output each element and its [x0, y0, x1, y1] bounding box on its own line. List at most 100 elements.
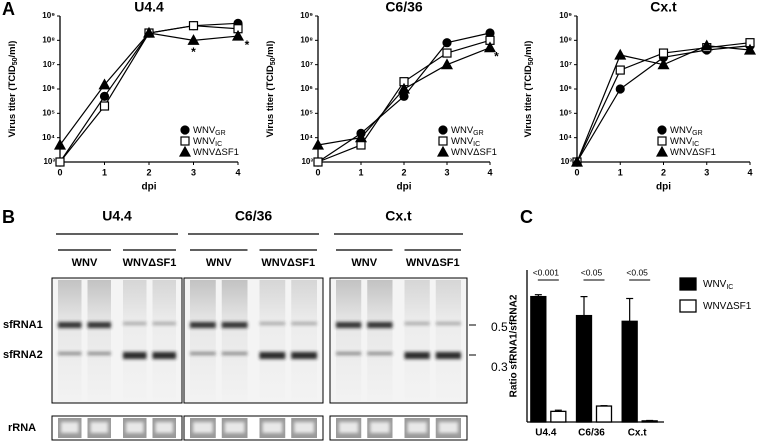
y-axis-label-part: Virus titer (TCID — [523, 65, 534, 137]
rrna-glow — [155, 422, 173, 433]
band-sfrna2 — [435, 352, 461, 359]
band-sfrna1 — [152, 322, 176, 325]
marker — [99, 101, 110, 111]
significance-label: <0.05 — [581, 267, 603, 277]
panel-label: C — [520, 207, 533, 227]
band-sfrna2 — [404, 352, 430, 359]
marker — [313, 157, 323, 167]
annotation: * — [191, 45, 196, 59]
rrna-glow — [370, 422, 390, 433]
y-tick-label: 10⁸ — [300, 35, 313, 44]
lane — [221, 280, 248, 401]
band-label: sfRNA1 — [3, 319, 43, 331]
x-tick-label: C6/36 — [578, 428, 605, 439]
marker — [188, 21, 199, 31]
band-sfrna1 — [404, 322, 430, 325]
panel-label: B — [2, 207, 15, 227]
x-tick-label: 4 — [487, 167, 492, 177]
band-sfrna1 — [221, 322, 248, 328]
legend-marker — [180, 136, 190, 146]
marker — [354, 131, 368, 143]
x-tick-label: U4.4 — [535, 428, 557, 439]
rrna-glow — [90, 422, 108, 433]
legend-marker — [657, 125, 667, 135]
legend-label: WNVIC — [670, 136, 699, 149]
band-sfrna1 — [259, 322, 286, 325]
legend-marker — [178, 145, 192, 157]
bar — [575, 314, 593, 423]
lane — [58, 280, 82, 401]
y-tick-label: 10⁶ — [300, 84, 313, 93]
lane — [291, 280, 317, 401]
band-label: sfRNA2 — [3, 349, 43, 361]
y-tick-label: 10³ — [301, 157, 313, 166]
x-axis-label: dpi — [397, 182, 412, 193]
y-axis-label-part: /ml) — [523, 41, 534, 58]
lane — [336, 280, 362, 401]
chart-title: C6/36 — [385, 0, 423, 15]
band-sfrna1 — [58, 322, 82, 328]
y-tick-label: 10⁵ — [42, 108, 55, 117]
lane-label: WNVΔSF1 — [261, 257, 315, 269]
y-tick-label: 10³ — [43, 157, 55, 166]
loading-label: rRNA — [8, 422, 36, 434]
y-axis-label: Virus titer (TCID50/ml) — [265, 41, 278, 138]
rrna-glow — [193, 422, 213, 433]
legend-label-sub: IC — [692, 141, 699, 148]
y-axis-label-sub: 50 — [12, 57, 19, 65]
x-tick-label: 3 — [444, 167, 449, 177]
marker — [311, 138, 325, 150]
band-sfrna2 — [221, 352, 248, 355]
y-axis-label-part: Virus titer (TCID — [7, 65, 18, 137]
marker — [142, 26, 156, 38]
legend-marker — [655, 145, 669, 157]
band-sfrna1 — [367, 322, 393, 328]
annotation: * — [245, 38, 250, 52]
legend-label-sub: IC — [473, 141, 480, 148]
legend-label: WNVΔSF1 — [193, 147, 239, 158]
lane-label: WNV — [72, 257, 98, 269]
marker — [615, 65, 625, 75]
marker — [442, 38, 452, 48]
rrna-strip — [183, 415, 324, 441]
rrna-glow — [407, 422, 427, 433]
legend-label-sub: GR — [215, 130, 226, 137]
marker — [442, 48, 452, 58]
legend-label: WNVGR — [670, 125, 703, 138]
legend-label-part: WNV — [193, 136, 216, 147]
x-tick-label: 1 — [102, 167, 107, 177]
legend-label: WNVΔSF1 — [703, 301, 752, 312]
rrna-glow — [262, 422, 283, 433]
marker — [615, 84, 625, 94]
band-sfrna1 — [435, 322, 461, 325]
chart-title: U4.4 — [134, 0, 164, 15]
legend-label-part: WNVΔSF1 — [451, 147, 497, 158]
marker — [55, 157, 65, 167]
x-tick-label: 0 — [57, 167, 62, 177]
bar — [641, 420, 658, 423]
marker — [483, 41, 497, 53]
x-tick-label: 0 — [315, 167, 320, 177]
marker — [53, 138, 67, 150]
rrna-strip — [51, 415, 183, 441]
y-axis-label-part: Virus titer (TCID — [265, 65, 276, 137]
lane — [87, 280, 111, 401]
rrna-strip — [329, 415, 468, 441]
group-label: Cx.t — [385, 208, 412, 224]
y-axis-label-part: /ml) — [7, 41, 18, 58]
y-axis-label-sub: 50 — [270, 57, 277, 65]
legend-label-sub: GR — [692, 130, 703, 137]
band-sfrna2 — [123, 352, 147, 359]
marker — [440, 58, 454, 70]
x-tick-label: 3 — [191, 167, 196, 177]
legend-label-sub: GR — [473, 130, 484, 137]
y-tick-label: 10⁵ — [559, 108, 572, 117]
band-sfrna2 — [152, 352, 176, 359]
band-sfrna2 — [291, 352, 317, 359]
band-sfrna1 — [123, 322, 147, 325]
x-tick-label: 2 — [401, 167, 406, 177]
rrna-glow — [224, 422, 245, 433]
y-axis-label: Virus titer (TCID50/ml) — [7, 41, 20, 138]
y-tick-label: 10⁹ — [300, 11, 313, 20]
y-axis-label: Ratio sfRNA1/sfRNA2 — [509, 294, 520, 397]
